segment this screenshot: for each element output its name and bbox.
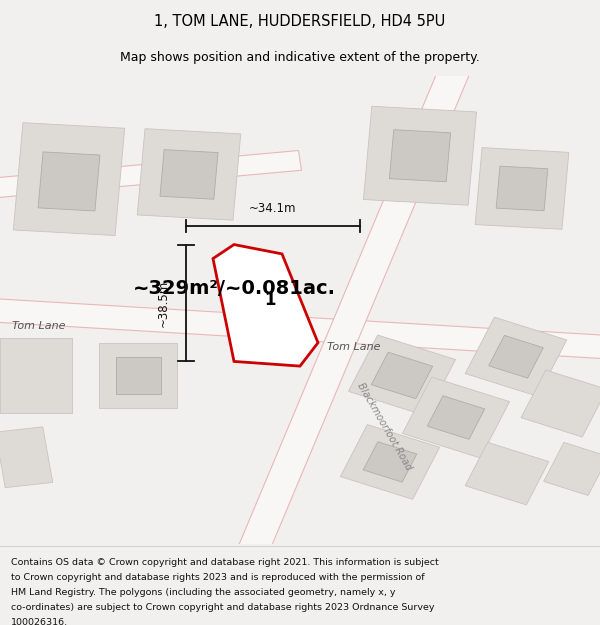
Polygon shape [160,149,218,199]
Polygon shape [99,342,177,408]
Text: Blackmoorfoot Road: Blackmoorfoot Road [355,381,413,472]
Polygon shape [0,338,72,413]
Text: ~34.1m: ~34.1m [249,202,297,214]
Polygon shape [389,130,451,182]
Text: 1: 1 [264,291,275,309]
Polygon shape [0,427,53,488]
Polygon shape [340,424,440,499]
Text: co-ordinates) are subject to Crown copyright and database rights 2023 Ordnance S: co-ordinates) are subject to Crown copyr… [11,602,434,612]
Text: to Crown copyright and database rights 2023 and is reproduced with the permissio: to Crown copyright and database rights 2… [11,572,424,582]
Text: Tom Lane: Tom Lane [12,321,65,331]
Polygon shape [38,152,100,211]
Polygon shape [496,166,548,211]
Polygon shape [521,370,600,437]
Polygon shape [544,442,600,496]
Polygon shape [488,336,544,378]
Text: Tom Lane: Tom Lane [327,342,380,352]
Polygon shape [465,442,549,505]
Polygon shape [363,442,417,482]
Polygon shape [115,357,161,394]
Text: 100026316.: 100026316. [11,618,68,625]
Text: 1, TOM LANE, HUDDERSFIELD, HD4 5PU: 1, TOM LANE, HUDDERSFIELD, HD4 5PU [154,14,446,29]
Polygon shape [213,244,318,366]
Text: ~329m²/~0.081ac.: ~329m²/~0.081ac. [133,279,335,299]
Polygon shape [475,148,569,229]
Polygon shape [427,396,485,439]
Polygon shape [0,151,301,198]
Text: Contains OS data © Crown copyright and database right 2021. This information is : Contains OS data © Crown copyright and d… [11,558,439,566]
Text: Map shows position and indicative extent of the property.: Map shows position and indicative extent… [120,51,480,64]
Polygon shape [0,298,600,359]
Polygon shape [371,352,433,399]
Text: HM Land Registry. The polygons (including the associated geometry, namely x, y: HM Land Registry. The polygons (includin… [11,588,395,597]
Polygon shape [13,122,125,236]
Polygon shape [465,318,567,396]
Polygon shape [137,129,241,220]
Polygon shape [403,377,509,458]
Text: ~38.5m: ~38.5m [157,279,170,327]
Polygon shape [349,335,455,416]
Polygon shape [364,106,476,205]
Polygon shape [237,63,471,557]
